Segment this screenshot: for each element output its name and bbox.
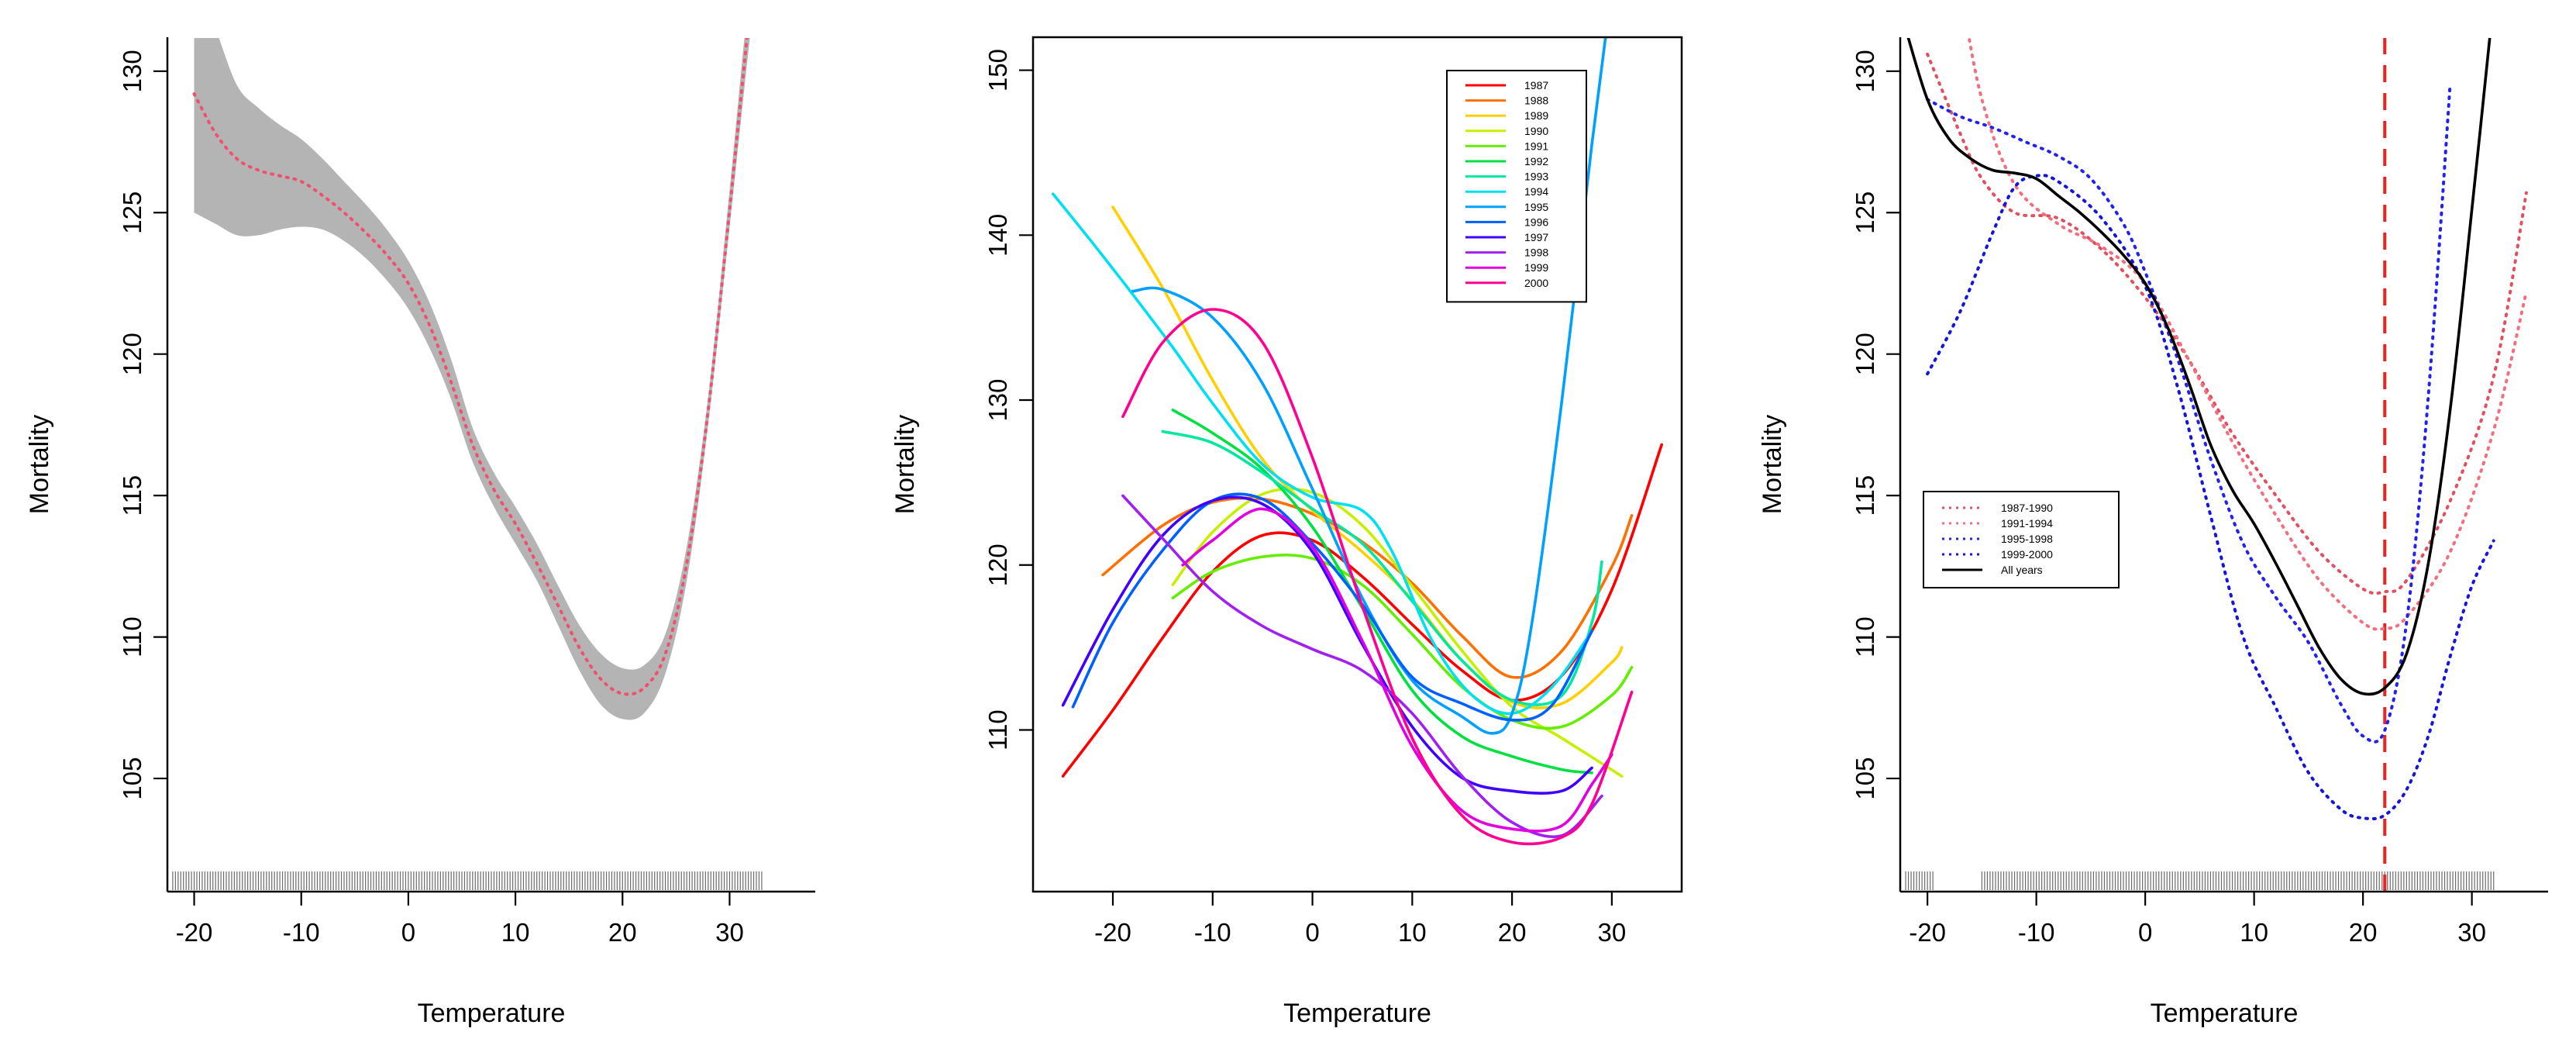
y-tick-label: 130 (983, 378, 1012, 421)
plot-area (1905, 38, 2528, 891)
plot-area (172, 38, 763, 890)
series-line-1995 (1131, 38, 1607, 735)
legend-label: All years (2001, 564, 2043, 576)
x-tick-label: -10 (2018, 918, 2055, 947)
series-line-1998 (1121, 494, 1603, 839)
x-tick-label: 0 (1305, 918, 1319, 947)
x-tick-label: -10 (1194, 918, 1231, 947)
y-tick-label: 120 (983, 543, 1012, 586)
x-tick-label: 0 (2138, 918, 2152, 947)
y-tick-label: 105 (1851, 757, 1879, 800)
x-tick-label: 30 (1598, 918, 1627, 947)
x-tick-label: -20 (1094, 918, 1131, 947)
panel-3: -20 -10 0 10 20 30 105 110 115 120 125 130 Temperatu… (1758, 37, 2548, 1028)
y-axis-label: Mortality (1758, 415, 1787, 514)
legend-label: 1987-1990 (2001, 502, 2053, 514)
legend-label: 2000 (1524, 277, 1548, 289)
y-tick-label: 125 (118, 192, 146, 234)
x-tick-label: 10 (501, 918, 530, 947)
legend: 1987 1988 1989 1990 1991 1992 1993 1994 1995 1996… (1446, 70, 1587, 303)
legend-label: 1994 (1524, 185, 1548, 198)
series-line-1996 (1071, 492, 1593, 722)
panel-2: -20 -10 0 10 20 30 110 120 130 140 150 Temperature M… (890, 36, 1683, 1028)
series-line-1991-1994 (1967, 38, 2528, 631)
confidence-band (194, 38, 750, 720)
y-tick-label: 110 (1851, 616, 1879, 657)
rug (1905, 871, 2495, 890)
legend-label: 1997 (1524, 231, 1548, 243)
legend-box (1446, 70, 1587, 303)
series-line-1997 (1061, 495, 1593, 795)
legend-label: 1999-2000 (2001, 548, 2053, 561)
series-line-2000 (1121, 308, 1634, 846)
x-tick-label: 0 (401, 918, 415, 947)
legend-label: 1991-1994 (2001, 517, 2053, 530)
x-tick-label: 30 (2457, 918, 2486, 947)
panel-1: -20 -10 0 10 20 30 105 110 115 120 125 130 Temperatu… (25, 37, 815, 1028)
legend-label: 1996 (1524, 216, 1548, 228)
series-line-1994 (1052, 192, 1593, 716)
x-tick-label: -20 (1909, 918, 1946, 947)
y-axis-label: Mortality (890, 415, 920, 514)
series-line-all-years (1906, 38, 2492, 696)
y-tick-label: 125 (1851, 192, 1879, 234)
legend-label: 1995-1998 (2001, 533, 2053, 545)
series-line-1999-2000 (1926, 174, 2495, 821)
y-tick-label: 105 (118, 757, 146, 800)
y-tick-label: 140 (983, 214, 1012, 257)
legend-label: 1995 (1524, 201, 1548, 213)
series-line-1995-1998 (1926, 84, 2452, 744)
x-axis-label: Temperature (2151, 999, 2299, 1028)
x-axis-label: Temperature (1283, 999, 1431, 1028)
y-tick-label: 120 (118, 333, 146, 375)
x-tick-label: 10 (1398, 918, 1427, 947)
legend-label: 1993 (1524, 171, 1548, 183)
x-tick-label: -20 (176, 918, 213, 947)
plot-area (1052, 38, 1663, 846)
plot-frame (1031, 36, 1683, 893)
rug (172, 871, 763, 890)
series-line-fit (192, 38, 749, 696)
x-axis-label: Temperature (418, 999, 566, 1028)
legend-label: 1992 (1524, 155, 1548, 167)
legend-label: 1988 (1524, 95, 1548, 107)
series-line-1990 (1171, 487, 1624, 778)
legend-label: 1990 (1524, 125, 1548, 137)
y-tick-label: 130 (1851, 50, 1879, 92)
series-line-1987-1990 (1926, 52, 2528, 595)
y-tick-label: 120 (1851, 333, 1879, 375)
x-tick-label: 20 (608, 918, 637, 947)
x-tick-label: 20 (2349, 918, 2378, 947)
legend: 1987-1990 1991-1994 1995-1998 1999-2000 All … (1923, 491, 2120, 588)
y-tick-label: 130 (118, 50, 146, 92)
series-line-1989 (1111, 205, 1624, 709)
x-tick-label: 20 (1498, 918, 1527, 947)
legend-label: 1999 (1524, 261, 1548, 274)
series-line-1999 (1181, 507, 1613, 833)
y-tick-label: 150 (983, 49, 1012, 91)
y-tick-label: 115 (118, 475, 146, 516)
legend-label: 1987 (1524, 79, 1548, 91)
legend-label: 1989 (1524, 109, 1548, 122)
x-tick-label: -10 (283, 918, 320, 947)
y-tick-label: 110 (118, 616, 146, 657)
y-axis-label: Mortality (25, 415, 54, 514)
series-line-1991 (1171, 554, 1634, 730)
y-tick-label: 115 (1851, 475, 1879, 516)
series-line-1992 (1171, 409, 1593, 775)
x-tick-label: 10 (2240, 918, 2268, 947)
legend-label: 1991 (1524, 140, 1548, 152)
y-tick-label: 110 (983, 709, 1012, 751)
legend-label: 1998 (1524, 247, 1548, 259)
x-tick-label: 30 (715, 918, 744, 947)
